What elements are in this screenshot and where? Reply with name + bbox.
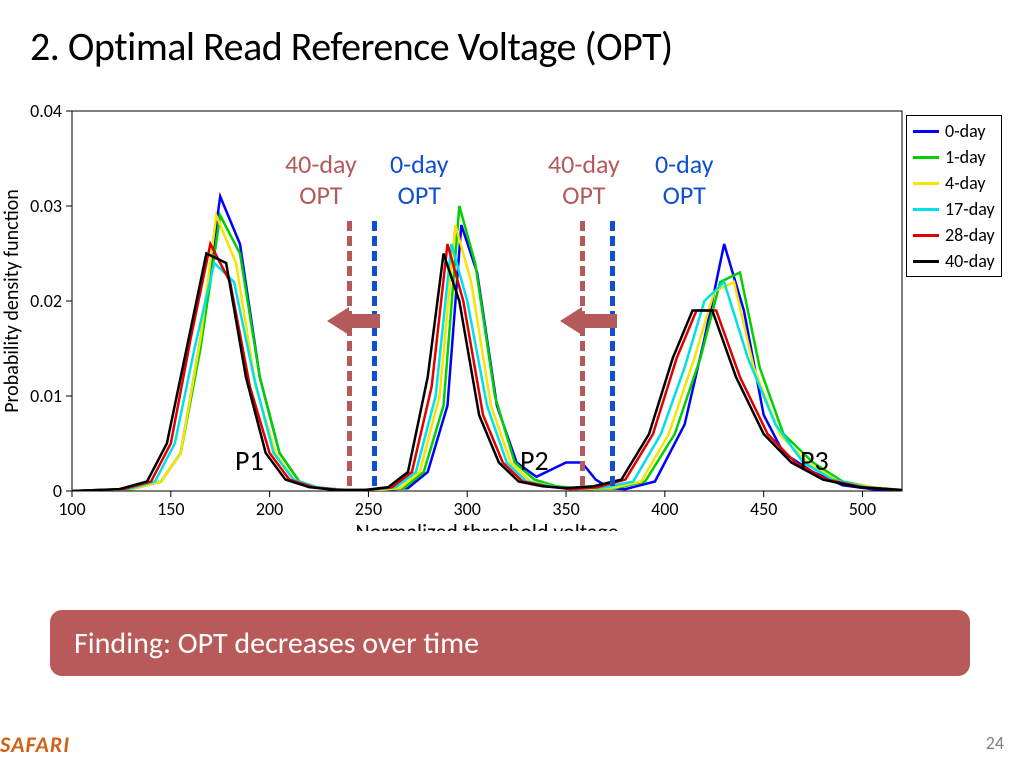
chart-container: 100 150 200 250 300 350 400 450 500 0 0.01 0.02 0.03… xyxy=(0,91,1024,531)
legend-swatch xyxy=(913,182,939,185)
opt-vline xyxy=(610,221,615,486)
legend: 0-day 1-day 4-day 17-day 28-day 40-day xyxy=(906,115,1002,277)
legend-item: 28-day xyxy=(913,222,995,248)
svg-text:450: 450 xyxy=(750,498,777,520)
finding-text: Finding: OPT decreases over time xyxy=(74,625,479,662)
legend-item: 40-day xyxy=(913,248,995,274)
svg-text:350: 350 xyxy=(552,498,579,520)
opt-annotation: 0-dayOPT xyxy=(655,149,714,211)
svg-text:0.02: 0.02 xyxy=(30,290,62,312)
svg-text:Probability density function: Probability density function xyxy=(0,189,24,413)
svg-text:400: 400 xyxy=(651,498,678,520)
legend-label: 28-day xyxy=(945,224,995,246)
legend-swatch xyxy=(913,156,939,159)
legend-swatch xyxy=(913,260,939,263)
opt-annotation: 40-dayOPT xyxy=(548,149,620,211)
legend-item: 17-day xyxy=(913,196,995,222)
legend-item: 1-day xyxy=(913,144,995,170)
page-number: 24 xyxy=(986,732,1004,754)
finding-callout: Finding: OPT decreases over time xyxy=(50,610,970,676)
pdf-chart: 100 150 200 250 300 350 400 450 500 0 0.01 0.02 0.03… xyxy=(0,91,1024,531)
page-title: 2. Optimal Read Reference Voltage (OPT) xyxy=(0,0,1024,81)
legend-swatch xyxy=(913,208,939,211)
svg-text:100: 100 xyxy=(58,498,85,520)
svg-text:0: 0 xyxy=(53,480,62,502)
safari-logo: SAFARI xyxy=(0,731,70,758)
svg-text:200: 200 xyxy=(256,498,283,520)
legend-label: 4-day xyxy=(945,172,986,194)
shift-arrow-icon xyxy=(560,307,582,335)
legend-item: 4-day xyxy=(913,170,995,196)
svg-text:0.04: 0.04 xyxy=(30,100,62,122)
legend-item: 0-day xyxy=(913,118,995,144)
opt-vline xyxy=(580,221,585,486)
opt-vline xyxy=(372,221,377,486)
opt-vline xyxy=(347,221,352,486)
legend-label: 40-day xyxy=(945,250,995,272)
opt-annotation: 40-dayOPT xyxy=(285,149,357,211)
svg-text:300: 300 xyxy=(454,498,481,520)
legend-label: 0-day xyxy=(945,120,986,142)
shift-arrow-tail xyxy=(582,314,618,328)
shift-arrow-tail xyxy=(349,314,381,328)
legend-swatch xyxy=(913,130,939,133)
legend-label: 1-day xyxy=(945,146,986,168)
legend-swatch xyxy=(913,234,939,237)
svg-text:0.01: 0.01 xyxy=(30,385,62,407)
state-label: P3 xyxy=(800,443,829,478)
state-label: P2 xyxy=(520,443,549,478)
svg-text:500: 500 xyxy=(849,498,876,520)
svg-text:Normalized threshold voltage: Normalized threshold voltage xyxy=(355,518,618,531)
state-label: P1 xyxy=(235,443,264,478)
shift-arrow-icon xyxy=(327,307,349,335)
legend-label: 17-day xyxy=(945,198,995,220)
opt-annotation: 0-dayOPT xyxy=(390,149,449,211)
svg-text:150: 150 xyxy=(157,498,184,520)
svg-text:0.03: 0.03 xyxy=(30,195,62,217)
svg-text:250: 250 xyxy=(355,498,382,520)
